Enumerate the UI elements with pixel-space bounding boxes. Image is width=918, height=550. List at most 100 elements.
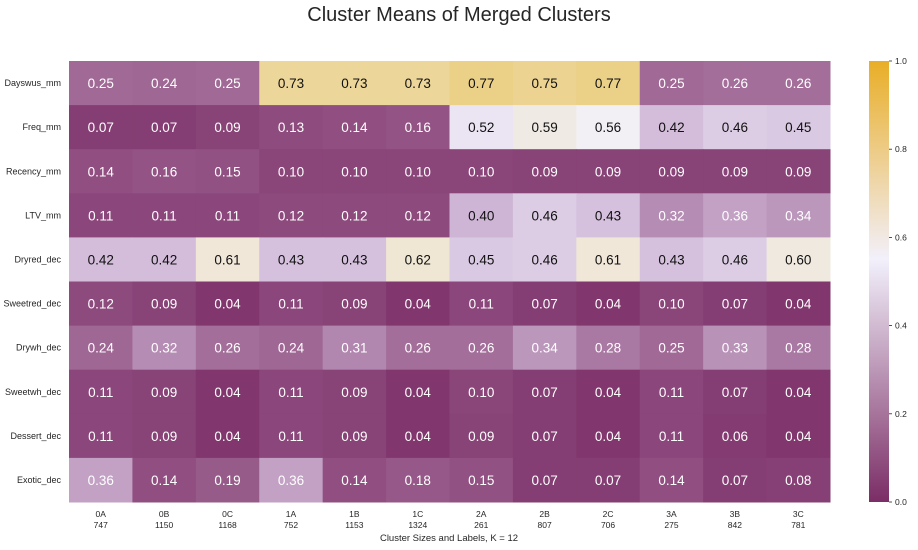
heatmap-cell — [766, 457, 831, 503]
heatmap-cell — [449, 193, 514, 238]
cell-value-label: 0.09 — [214, 120, 240, 135]
cell-value-label: 0.45 — [468, 252, 494, 267]
cell-value-labels: 0.25 0.24 0.25 0.73 0.73 0.73 0.77 0.75 0.77 0.25… — [88, 76, 812, 488]
cell-value-label: 0.24 — [151, 76, 178, 91]
heatmap-cell — [639, 281, 704, 327]
heatmap-cell — [512, 413, 577, 459]
colorbar-tick-label: 0.0 — [895, 497, 907, 507]
heatmap-cell — [69, 149, 133, 194]
cell-value-label: 0.77 — [595, 76, 621, 91]
heatmap-cell — [132, 369, 197, 415]
heatmap-cell — [703, 105, 768, 150]
colorbar-gradient — [869, 61, 889, 502]
cell-value-label: 0.10 — [278, 164, 304, 179]
cell-value-label: 0.14 — [341, 473, 368, 488]
column-label: 2C — [603, 509, 614, 519]
cell-value-label: 0.10 — [468, 385, 494, 400]
cell-value-label: 0.31 — [341, 341, 367, 356]
heatmap-cell — [512, 61, 577, 106]
column-label: 3C — [793, 509, 804, 519]
heatmap-cell — [449, 149, 514, 194]
heatmap-cells — [69, 61, 831, 503]
cell-value-label: 0.04 — [405, 385, 432, 400]
cell-value-label: 0.04 — [785, 297, 812, 312]
cell-value-label: 0.07 — [151, 120, 177, 135]
cell-value-label: 0.77 — [468, 76, 494, 91]
cell-value-label: 0.62 — [405, 252, 431, 267]
heatmap-cell — [639, 369, 704, 415]
heatmap-cell — [576, 457, 641, 503]
heatmap-cell — [576, 237, 641, 282]
column-label: 2A — [476, 509, 487, 519]
heatmap-cell — [766, 237, 831, 282]
cell-value-label: 0.36 — [722, 208, 748, 223]
heatmap-cell — [195, 149, 260, 194]
cell-value-label: 0.07 — [722, 297, 748, 312]
heatmap-cell — [703, 237, 768, 282]
cell-value-label: 0.09 — [468, 429, 494, 444]
heatmap-cell — [639, 457, 704, 503]
column-label: 1B — [349, 509, 360, 519]
heatmap-cell — [449, 61, 514, 106]
cell-value-label: 0.73 — [278, 76, 304, 91]
heatmap-cell — [69, 237, 133, 282]
colorbar-tick-label: 0.4 — [895, 321, 907, 331]
cell-value-label: 0.11 — [151, 208, 176, 223]
cell-value-label: 0.43 — [595, 208, 621, 223]
cell-value-label: 0.26 — [468, 341, 494, 356]
heatmap-cell — [576, 149, 641, 194]
heatmap-cell — [512, 237, 577, 282]
cell-value-label: 0.07 — [88, 120, 114, 135]
heatmap-cell — [576, 325, 641, 371]
cell-value-label: 0.26 — [785, 76, 811, 91]
cell-value-label: 0.04 — [595, 297, 622, 312]
heatmap-cell — [512, 325, 577, 371]
column-size-label: 1153 — [345, 520, 364, 530]
heatmap-cell — [449, 237, 514, 282]
cell-value-label: 0.09 — [658, 164, 684, 179]
cell-value-label: 0.07 — [531, 473, 557, 488]
row-label: Sweetwh_dec — [5, 387, 62, 397]
cell-value-label: 0.07 — [531, 385, 557, 400]
heatmap-cell — [322, 413, 387, 459]
heatmap-cell — [386, 281, 450, 327]
column-label: 0B — [159, 509, 170, 519]
cell-value-label: 0.25 — [658, 76, 684, 91]
cell-value-label: 0.07 — [722, 473, 748, 488]
colorbar-tick-label: 0.6 — [895, 232, 907, 242]
cell-value-label: 0.11 — [215, 208, 240, 223]
cell-value-label: 0.61 — [595, 252, 621, 267]
heatmap-cell — [766, 413, 831, 459]
cell-value-label: 0.18 — [405, 473, 431, 488]
heatmap-cell — [259, 193, 324, 238]
cell-value-label: 0.11 — [278, 385, 303, 400]
cell-value-label: 0.11 — [88, 429, 113, 444]
heatmap-cell — [703, 325, 768, 371]
heatmap-cell — [703, 413, 768, 459]
heatmap-cell — [386, 149, 450, 194]
heatmap-cell — [512, 369, 577, 415]
cell-value-label: 0.12 — [278, 208, 304, 223]
heatmap-cell — [132, 281, 197, 327]
heatmap-cell — [195, 193, 260, 238]
colorbar-tick-label: 0.2 — [895, 409, 907, 419]
cell-value-label: 0.07 — [595, 473, 621, 488]
heatmap-cell — [132, 413, 197, 459]
heatmap-cell — [195, 413, 260, 459]
heatmap-cell — [512, 149, 577, 194]
heatmap-cell — [639, 193, 704, 238]
colorbar: 0.0 0.2 0.4 0.6 0.8 1.0 — [869, 56, 907, 507]
heatmap-cell — [639, 325, 704, 371]
cell-value-label: 0.08 — [785, 473, 811, 488]
cell-value-label: 0.42 — [151, 252, 177, 267]
cell-value-label: 0.10 — [405, 164, 431, 179]
cell-value-label: 0.09 — [595, 164, 621, 179]
cell-value-label: 0.26 — [405, 341, 431, 356]
heatmap-cell — [69, 61, 133, 106]
cell-value-label: 0.04 — [214, 385, 241, 400]
heatmap-cell — [766, 105, 831, 150]
heatmap-cell — [576, 281, 641, 327]
cell-value-label: 0.45 — [785, 120, 811, 135]
cell-value-label: 0.24 — [88, 341, 115, 356]
cell-value-label: 0.15 — [468, 473, 494, 488]
